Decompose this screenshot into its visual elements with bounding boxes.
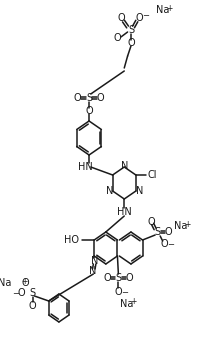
Text: O: O — [126, 273, 133, 283]
Text: O: O — [165, 227, 172, 237]
Text: O: O — [73, 93, 81, 103]
Text: O: O — [147, 217, 155, 227]
Text: −: − — [167, 241, 174, 250]
Text: +: + — [21, 276, 28, 285]
Text: HO: HO — [64, 235, 79, 245]
Text: N: N — [89, 266, 96, 276]
Text: +: + — [166, 4, 172, 13]
Text: O: O — [135, 13, 143, 23]
Text: S: S — [86, 93, 92, 103]
Text: Na: Na — [120, 299, 133, 309]
Text: Na: Na — [0, 278, 12, 288]
Text: O: O — [97, 93, 105, 103]
Text: −: − — [12, 290, 19, 299]
Text: Na: Na — [156, 5, 169, 15]
Text: Cl: Cl — [148, 170, 157, 180]
Text: N: N — [106, 186, 113, 196]
Text: S: S — [128, 25, 134, 35]
Text: O: O — [21, 278, 29, 288]
Text: N: N — [135, 186, 143, 196]
Text: O: O — [114, 33, 121, 43]
Text: O: O — [127, 38, 135, 48]
Text: O: O — [104, 273, 111, 283]
Text: HN: HN — [78, 162, 93, 172]
Text: O: O — [28, 301, 36, 311]
Text: +: + — [185, 219, 191, 228]
Text: O: O — [17, 288, 25, 298]
Text: S: S — [115, 273, 121, 283]
Text: S: S — [29, 288, 35, 298]
Text: S: S — [155, 227, 161, 237]
Text: HN: HN — [117, 207, 132, 217]
Text: Na: Na — [174, 221, 188, 231]
Text: O: O — [161, 239, 168, 249]
Text: O: O — [115, 287, 122, 297]
Text: O: O — [85, 106, 93, 116]
Text: +: + — [130, 297, 136, 306]
Text: −: − — [143, 11, 149, 20]
Text: O: O — [117, 13, 125, 23]
Text: −: − — [121, 289, 128, 297]
Text: N: N — [90, 256, 98, 266]
Text: N: N — [121, 161, 128, 171]
